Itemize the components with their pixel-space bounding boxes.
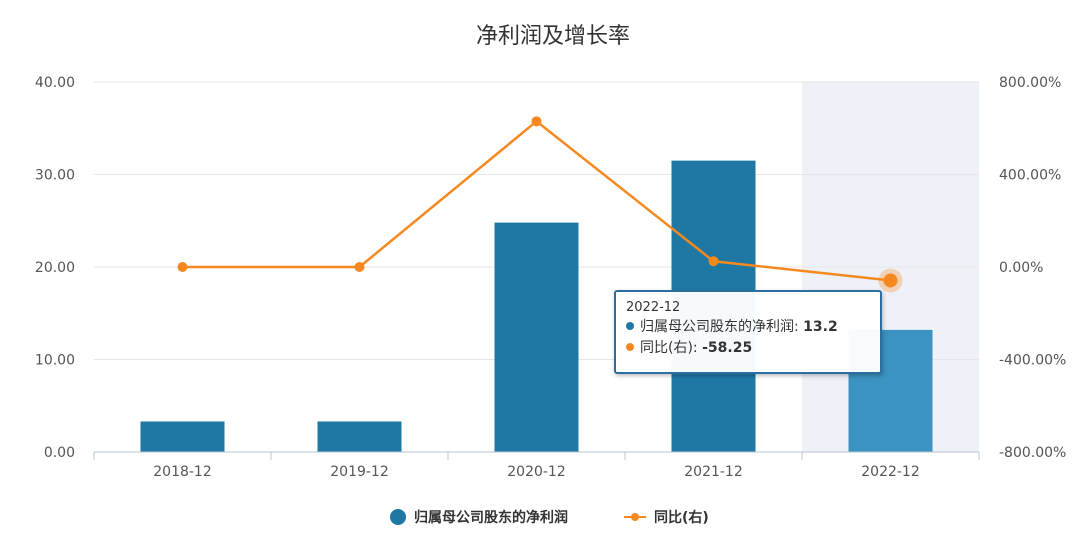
right-tick-label: 0.00% (999, 260, 1043, 276)
left-tick-label: 0.00 (44, 445, 75, 461)
tooltip-row1-value: 13.2 (803, 319, 838, 335)
left-tick-label: 40.00 (35, 75, 75, 91)
right-tick-label: -800.00% (999, 445, 1066, 461)
growth-point-2019-12[interactable] (354, 262, 365, 272)
left-tick-label: 10.00 (35, 353, 75, 369)
x-axis: 2018-12 2019-12 2020-12 2021-12 2022-12 (93, 451, 980, 480)
bar-2019-12[interactable] (317, 421, 402, 452)
right-tick-label: 400.00% (999, 168, 1061, 184)
left-tick-label: 30.00 (35, 168, 75, 184)
growth-point-2022-12[interactable] (883, 273, 898, 288)
x-tick-label: 2022-12 (861, 464, 920, 480)
growth-point-2018-12[interactable] (177, 262, 188, 272)
tooltip-line-dot (626, 343, 634, 351)
tooltip-header: 2022-12 (626, 300, 681, 315)
tooltip-row2-label: 同比(右): (640, 340, 703, 356)
tooltip-row-net-profit: 归属母公司股东的净利润: 13.2 (626, 317, 870, 338)
bar-2020-12[interactable] (494, 222, 579, 452)
x-tick-label: 2021-12 (684, 464, 743, 480)
legend-bar-marker (390, 509, 406, 525)
tooltip-bar-dot (626, 322, 634, 330)
legend-line-dot (631, 513, 639, 521)
tooltip-row2-value: -58.25 (702, 340, 753, 356)
right-axis-ticks: -800.00% -400.00% 0.00% 400.00% 800.00% (999, 75, 1066, 461)
x-tick-label: 2018-12 (153, 464, 212, 480)
legend-bar-label[interactable]: 归属母公司股东的净利润 (414, 509, 568, 526)
right-tick-label: -400.00% (999, 353, 1066, 369)
bar-2018-12[interactable] (140, 421, 225, 452)
tooltip-row1-label: 归属母公司股东的净利润: (640, 319, 804, 335)
x-tick-label: 2019-12 (330, 464, 389, 480)
left-tick-label: 20.00 (35, 260, 75, 276)
x-tick-label: 2020-12 (507, 464, 566, 480)
tooltip-row-growth: 同比(右): -58.25 (626, 338, 870, 359)
line-series[interactable] (177, 116, 903, 293)
legend[interactable]: 归属母公司股东的净利润 同比(右) (390, 509, 709, 526)
chart-title: 净利润及增长率 (476, 24, 630, 49)
legend-line-label[interactable]: 同比(右) (654, 509, 709, 526)
left-axis-ticks: 0.00 10.00 20.00 30.00 40.00 (35, 75, 75, 461)
growth-point-2021-12[interactable] (708, 256, 719, 267)
growth-point-2020-12[interactable] (531, 116, 542, 127)
tooltip: 2022-12 归属母公司股东的净利润: 13.2 同比(右): -58.25 (614, 290, 882, 374)
right-tick-label: 800.00% (999, 75, 1061, 91)
